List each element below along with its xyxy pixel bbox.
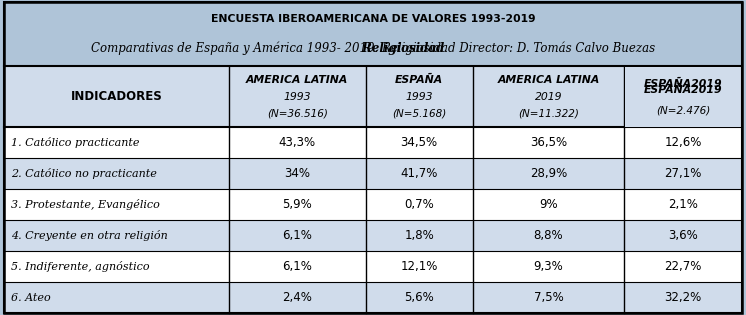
Text: 22,7%: 22,7%	[665, 261, 702, 273]
Text: (N=2.476): (N=2.476)	[656, 105, 710, 115]
Text: ESPAÑA: ESPAÑA	[395, 75, 443, 85]
Text: 12,6%: 12,6%	[665, 136, 702, 149]
Bar	[4, 158, 742, 189]
Text: (N=36.516): (N=36.516)	[267, 109, 327, 119]
Text: 2. Católico no practicante: 2. Católico no practicante	[11, 168, 157, 179]
Text: 6,1%: 6,1%	[283, 229, 313, 242]
Text: 2,4%: 2,4%	[283, 291, 313, 304]
Bar	[4, 66, 742, 127]
Text: ESPAÑA2019: ESPAÑA2019	[644, 85, 722, 95]
Text: 4. Creyente en otra religión: 4. Creyente en otra religión	[11, 230, 168, 241]
Bar	[625, 67, 742, 127]
Text: 1. Católico practicante: 1. Católico practicante	[11, 137, 140, 148]
Text: 2019: 2019	[535, 92, 562, 102]
Text: ENCUESTA IBEROAMERICANA DE VALORES 1993-2019: ENCUESTA IBEROAMERICANA DE VALORES 1993-…	[210, 14, 536, 24]
Bar	[4, 2, 742, 66]
Text: 0,7%: 0,7%	[404, 198, 434, 211]
Text: (N=5.168): (N=5.168)	[392, 109, 446, 119]
Text: 6. Ateo: 6. Ateo	[11, 293, 51, 303]
Bar	[4, 189, 742, 220]
Bar	[4, 220, 742, 251]
Text: 9%: 9%	[539, 198, 558, 211]
Text: Religiosidad: Religiosidad	[357, 42, 448, 55]
Text: (N=2.476): (N=2.476)	[656, 109, 710, 119]
Text: 1993: 1993	[283, 92, 311, 102]
Text: 5,6%: 5,6%	[404, 291, 434, 304]
Text: 36,5%: 36,5%	[530, 136, 567, 149]
Text: AMERICA LATINA: AMERICA LATINA	[246, 75, 348, 85]
Text: 2,1%: 2,1%	[668, 198, 698, 211]
Text: 32,2%: 32,2%	[665, 291, 702, 304]
Text: 27,1%: 27,1%	[665, 167, 702, 180]
Text: ESPAÑA2019: ESPAÑA2019	[644, 78, 722, 89]
Text: 43,3%: 43,3%	[279, 136, 316, 149]
Text: 1993: 1993	[405, 92, 433, 102]
Text: Comparativas de España y América 1993- 2019. Religiosidad Director: D. Tomás Cal: Comparativas de España y América 1993- 2…	[91, 42, 655, 55]
Text: 34,5%: 34,5%	[401, 136, 438, 149]
Bar	[4, 282, 742, 313]
Text: 34%: 34%	[284, 167, 310, 180]
Text: 3. Protestante, Evangélico: 3. Protestante, Evangélico	[11, 199, 160, 210]
Text: 41,7%: 41,7%	[401, 167, 438, 180]
Text: 3,6%: 3,6%	[668, 229, 698, 242]
Text: 1,8%: 1,8%	[404, 229, 434, 242]
Text: 8,8%: 8,8%	[533, 229, 563, 242]
Bar	[4, 127, 742, 158]
Text: ESPAÑA2019: ESPAÑA2019	[644, 85, 722, 95]
Text: AMERICA LATINA: AMERICA LATINA	[498, 75, 600, 85]
Text: 7,5%: 7,5%	[533, 291, 563, 304]
Text: 6,1%: 6,1%	[283, 261, 313, 273]
Text: (N=11.322): (N=11.322)	[518, 109, 579, 119]
Text: INDICADORES: INDICADORES	[70, 90, 162, 103]
Text: 5. Indiferente, agnóstico: 5. Indiferente, agnóstico	[11, 261, 150, 272]
Text: 12,1%: 12,1%	[401, 261, 438, 273]
Text: 28,9%: 28,9%	[530, 167, 567, 180]
Text: 5,9%: 5,9%	[283, 198, 312, 211]
Text: 9,3%: 9,3%	[533, 261, 563, 273]
Text: ESPAÑA2019: ESPAÑA2019	[644, 75, 722, 85]
Bar	[4, 251, 742, 282]
